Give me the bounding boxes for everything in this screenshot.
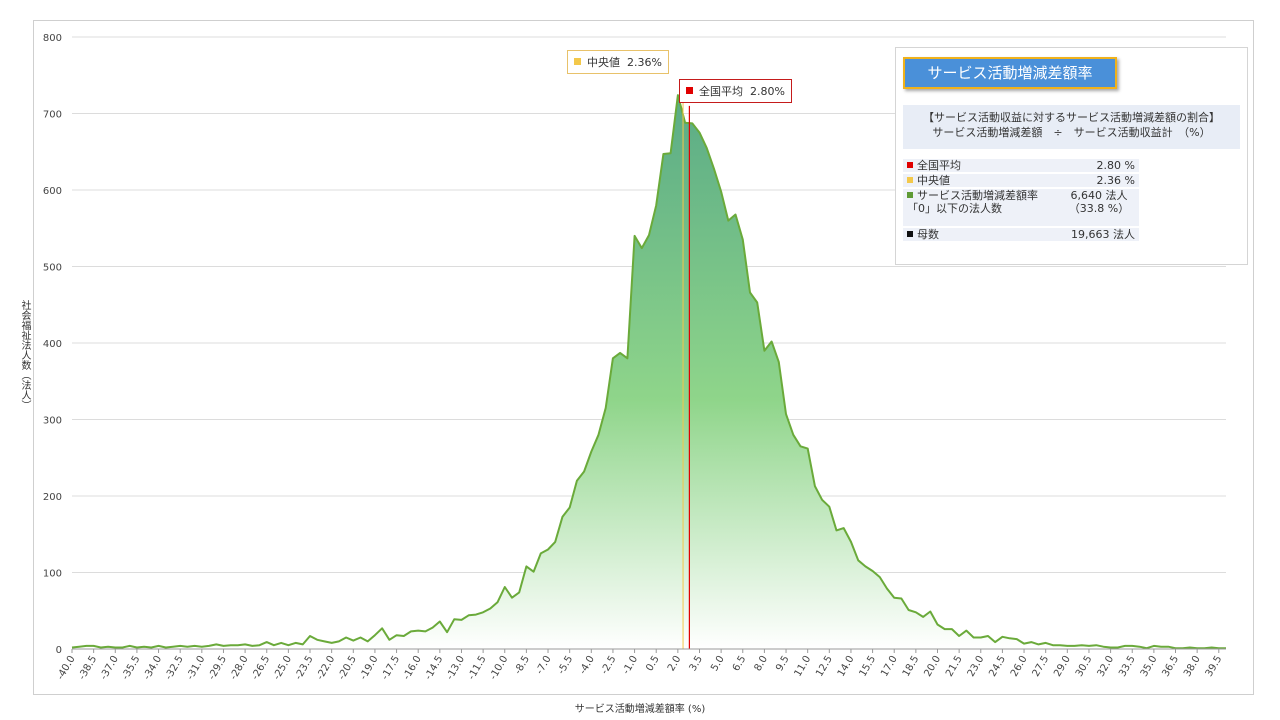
- x-tick-label: 11.0: [793, 654, 814, 679]
- x-tick-label: -37.0: [98, 654, 120, 682]
- info-row-label: 全国平均: [917, 159, 961, 172]
- info-row-value: 2.36 %: [1059, 174, 1139, 187]
- info-description: 【サービス活動収益に対するサービス活動増減差額の割合】 サービス活動増減差額 ÷…: [903, 105, 1240, 149]
- median-callout-label: 中央値: [587, 56, 620, 69]
- info-panel: サービス活動増減差額率 【サービス活動収益に対するサービス活動増減差額の割合】 …: [895, 47, 1248, 265]
- x-tick-label: 30.5: [1074, 654, 1095, 679]
- y-tick-label: 400: [43, 339, 62, 350]
- x-tick-label: 23.0: [966, 654, 987, 679]
- x-tick-label: 12.5: [814, 654, 835, 679]
- x-tick-label: -23.5: [293, 654, 315, 682]
- x-tick-label: 35.0: [1139, 654, 1160, 679]
- x-tick-label: 6.5: [731, 654, 748, 673]
- y-axis-title: 社会福祉法人数（法人）: [19, 300, 30, 410]
- x-tick-label: -22.0: [315, 654, 337, 682]
- x-tick-label: -5.5: [556, 654, 575, 676]
- median-callout-value: 2.36%: [627, 56, 662, 69]
- info-table: 全国平均 2.80 % 中央値 2.36 % サービス活動増減差額率 「0」以下の…: [903, 157, 1139, 243]
- x-tick-label: -35.5: [120, 654, 142, 682]
- x-tick-label: 14.0: [836, 654, 857, 679]
- x-tick-label: 26.0: [1009, 654, 1030, 679]
- x-tick-label: -25.0: [272, 654, 294, 682]
- median-legend-marker: [907, 177, 913, 183]
- x-tick-label: -17.5: [380, 654, 402, 682]
- info-row-label: 中央値: [917, 174, 950, 187]
- info-row-value-2: （33.8 %）: [1068, 202, 1130, 215]
- median-callout: 中央値 2.36%: [567, 50, 669, 74]
- x-tick-label: 20.0: [922, 654, 943, 679]
- x-tick-label: 3.5: [688, 654, 705, 673]
- y-tick-label: 800: [43, 33, 62, 44]
- y-tick-label: 200: [43, 492, 62, 503]
- info-row-label: サービス活動増減差額率: [917, 189, 1038, 202]
- x-tick-label: -1.0: [621, 654, 640, 676]
- info-row-median: 中央値 2.36 %: [903, 174, 1139, 187]
- x-tick-label: -38.5: [77, 654, 99, 682]
- x-tick-label: -19.0: [358, 654, 380, 682]
- x-tick-label: 9.5: [774, 654, 791, 673]
- mean-marker: [686, 87, 693, 94]
- info-title: サービス活動増減差額率: [903, 57, 1117, 89]
- x-tick-label: 32.0: [1096, 654, 1117, 679]
- x-tick-label: 2.0: [666, 654, 683, 673]
- info-row-below-zero: サービス活動増減差額率 「0」以下の法人数 6,640 法人 （33.8 %）: [903, 189, 1139, 226]
- x-tick-label: 36.5: [1160, 654, 1181, 679]
- x-tick-label: 8.0: [753, 654, 770, 673]
- x-tick-label: -13.0: [445, 654, 467, 682]
- info-row-value: 2.80 %: [1059, 159, 1139, 172]
- info-row-value: 6,640 法人: [1070, 189, 1128, 202]
- y-tick-label: 300: [43, 416, 62, 427]
- x-tick-label: -10.0: [488, 654, 510, 682]
- x-tick-label: 18.5: [901, 654, 922, 679]
- y-tick-label: 600: [43, 186, 62, 197]
- total-legend-marker: [907, 231, 913, 237]
- x-tick-label: 33.5: [1117, 654, 1138, 679]
- series-line: [71, 94, 1226, 650]
- info-row-value: 19,663 法人: [1059, 228, 1139, 241]
- x-tick-label: 38.0: [1182, 654, 1203, 679]
- mean-legend-marker: [907, 162, 913, 168]
- y-tick-label: 500: [43, 263, 62, 274]
- y-tick-label: 0: [56, 645, 62, 656]
- x-tick-label: 0.5: [644, 654, 661, 673]
- y-tick-label: 700: [43, 110, 62, 121]
- x-tick-label: -7.0: [534, 654, 553, 676]
- mean-callout: 全国平均 2.80%: [679, 79, 792, 103]
- x-axis-title: サービス活動増減差額率 (%): [574, 704, 706, 715]
- info-row-label-2: 「0」以下の法人数: [907, 202, 1002, 215]
- x-tick-label: -4.0: [578, 654, 597, 676]
- x-tick-label: -32.5: [163, 654, 185, 682]
- x-tick-label: -34.0: [142, 654, 164, 682]
- x-tick-label: -26.5: [250, 654, 272, 682]
- info-row-mean: 全国平均 2.80 %: [903, 159, 1139, 172]
- x-tick-label: 27.5: [1031, 654, 1052, 679]
- x-tick-label: -11.5: [466, 654, 488, 682]
- x-tick-label: -31.0: [185, 654, 207, 682]
- x-tick-label: 39.5: [1204, 654, 1225, 679]
- mean-callout-value: 2.80%: [750, 85, 785, 98]
- x-tick-label: 15.5: [858, 654, 879, 679]
- y-tick-label: 100: [43, 569, 62, 580]
- series-area: [72, 95, 1226, 650]
- x-tick-label: 24.5: [987, 654, 1008, 679]
- x-tick-label: -40.0: [55, 654, 77, 682]
- info-row-total: 母数 19,663 法人: [903, 228, 1139, 241]
- info-row-label: 母数: [917, 228, 939, 241]
- x-tick-label: 17.0: [879, 654, 900, 679]
- x-tick-label: 5.0: [709, 654, 726, 673]
- mean-callout-label: 全国平均: [699, 85, 743, 98]
- info-desc-line2: サービス活動増減差額 ÷ サービス活動収益計 （%）: [932, 126, 1211, 139]
- x-tick-label: -14.5: [423, 654, 445, 682]
- x-tick-label: 21.5: [944, 654, 965, 679]
- x-tick-label: -8.5: [513, 654, 532, 676]
- x-tick-label: -2.5: [599, 654, 618, 676]
- info-desc-line1: 【サービス活動収益に対するサービス活動増減差額の割合】: [923, 111, 1220, 124]
- x-tick-label: -28.0: [228, 654, 250, 682]
- x-tick-label: 29.0: [1052, 654, 1073, 679]
- median-marker: [574, 58, 581, 65]
- x-tick-label: -20.5: [336, 654, 358, 682]
- x-tick-label: -16.0: [401, 654, 423, 682]
- below-zero-legend-marker: [907, 192, 913, 198]
- x-tick-label: -29.5: [207, 654, 229, 682]
